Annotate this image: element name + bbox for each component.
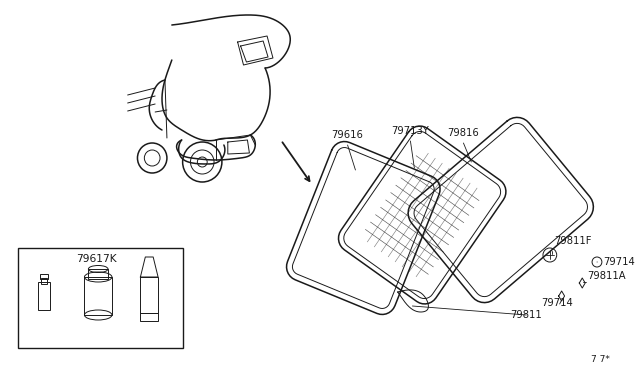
- Text: 79713Y: 79713Y: [392, 126, 429, 136]
- Text: 79811F: 79811F: [554, 236, 591, 246]
- Text: 79714: 79714: [541, 298, 573, 308]
- Bar: [18, 248, 182, 348]
- Text: 7 7*: 7 7*: [591, 355, 610, 364]
- Text: 79811: 79811: [511, 310, 542, 320]
- Bar: [41, 278, 47, 284]
- Text: 79617K: 79617K: [77, 254, 117, 264]
- Text: 79811A: 79811A: [587, 271, 626, 281]
- Text: 79714: 79714: [597, 257, 635, 267]
- Bar: [140, 277, 158, 313]
- Bar: [88, 269, 108, 279]
- Text: 79616: 79616: [332, 130, 364, 140]
- Text: 79816: 79816: [447, 128, 479, 138]
- Bar: [40, 274, 48, 279]
- Bar: [38, 282, 50, 310]
- Bar: [84, 277, 112, 315]
- Bar: [140, 313, 158, 321]
